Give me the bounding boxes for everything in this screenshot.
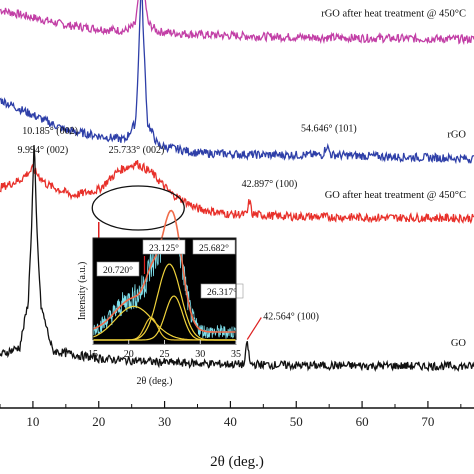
- x-tick-label: 40: [224, 414, 237, 429]
- x-tick-label: 20: [92, 414, 105, 429]
- inset-peak-label-box: [142, 239, 186, 255]
- x-axis: 10 20 30 40 50 60 70: [0, 401, 474, 429]
- series-label-4: GO: [451, 338, 467, 349]
- inset-y-axis-title: Intensity (a.u.): [77, 262, 88, 321]
- peak-label: 9.994° (002): [18, 145, 69, 156]
- x-axis-title: 2θ (deg.): [210, 454, 264, 470]
- annotation-pointer: [246, 317, 262, 340]
- peak-label: 42.564° (100): [263, 312, 319, 323]
- series-label-3: GO after heat treatment @ 450°C: [325, 190, 466, 201]
- series-label-2: rGO: [447, 130, 466, 141]
- inset-plot: 20.720° 23.125° 25.682° 26.317° 15 20 25 30 35 2θ…: [77, 209, 244, 387]
- x-tick-label: 30: [158, 414, 171, 429]
- peak-label: 10.185° (002): [22, 126, 78, 137]
- inset-x-tick-label: 30: [195, 349, 205, 360]
- highlight-ellipse: [91, 185, 185, 231]
- inset-x-tick-label: 35: [231, 349, 241, 360]
- inset-peak-label-box: [200, 283, 244, 299]
- inset-peak-label: 20.720°: [103, 265, 133, 276]
- series-label-1: rGO after heat treatment @ 450°C: [321, 9, 466, 20]
- inset-peak-label-box: [96, 261, 140, 277]
- x-tick-label: 10: [26, 414, 39, 429]
- peak-label: 54.646° (101): [301, 123, 357, 134]
- inset-x-tick-label: 15: [88, 349, 98, 360]
- peak-label: 42.897° (100): [242, 179, 298, 190]
- inset-peak-label: 23.125°: [149, 243, 179, 254]
- inset-x-tick-label: 20: [124, 349, 134, 360]
- inset-total-fit: [92, 209, 236, 333]
- series-line-1: [0, 0, 474, 46]
- inset-peak-label-box: [192, 239, 236, 255]
- series-line-2: [0, 0, 474, 165]
- inset-component-fit: [93, 295, 236, 341]
- series-line-4: [0, 145, 474, 373]
- x-tick-label: 60: [356, 414, 369, 429]
- x-tick-label: 50: [290, 414, 303, 429]
- inset-x-tick-label: 25: [160, 349, 170, 360]
- inset-peak-label: 25.682°: [199, 243, 229, 254]
- x-tick-label: 70: [421, 414, 434, 429]
- peak-label: 25.733° (002): [109, 145, 165, 156]
- inset-x-axis-title: 2θ (deg.): [137, 376, 173, 387]
- series-line-3: [0, 159, 474, 225]
- inset-peak-label: 26.317°: [207, 287, 237, 298]
